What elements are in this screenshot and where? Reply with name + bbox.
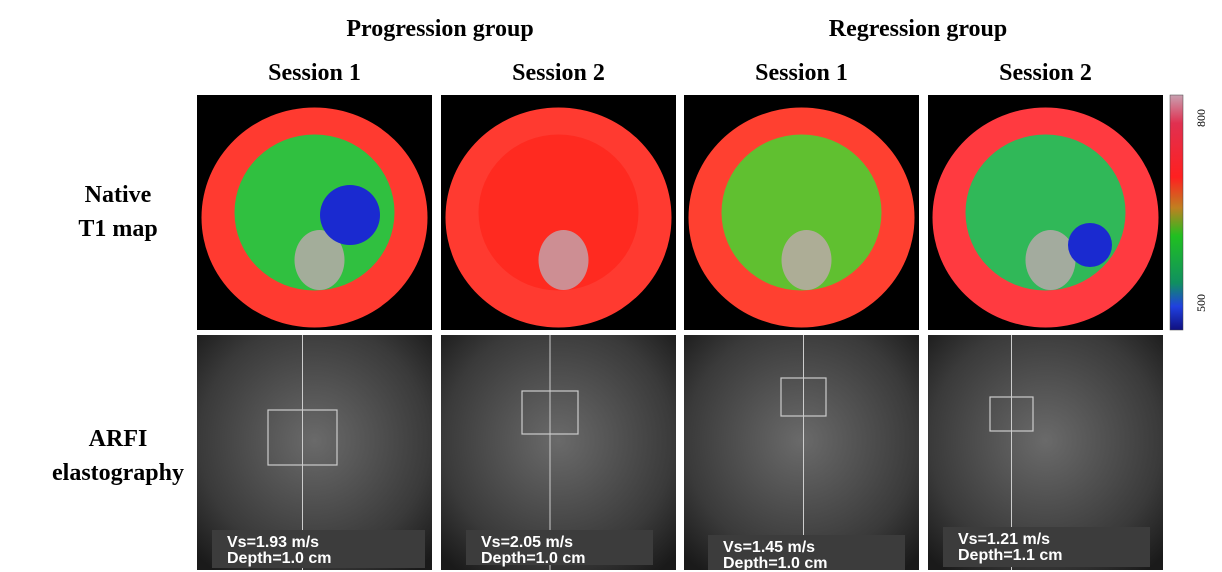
roi-box xyxy=(267,409,338,466)
measurement-box xyxy=(212,530,425,568)
measurement-box xyxy=(943,527,1150,567)
roi-box xyxy=(780,377,827,417)
colorbar-min-label: 500 xyxy=(1194,294,1208,312)
gray-patch xyxy=(294,230,345,290)
measurement-box xyxy=(708,535,905,570)
session-label: Session 1 xyxy=(268,60,361,86)
tissue-core xyxy=(721,134,882,291)
gray-patch xyxy=(1025,230,1076,290)
t1-map-image xyxy=(197,95,432,330)
shear-velocity: Vs=1.45 m/s xyxy=(723,539,815,556)
t1-map-image xyxy=(441,95,676,330)
colorbar xyxy=(1169,94,1184,331)
row-label: T1 map xyxy=(78,216,157,242)
group-title: Progression group xyxy=(346,16,533,42)
depth: Depth=1.1 cm xyxy=(958,547,1062,564)
t1-map-image xyxy=(928,95,1163,330)
row-label: ARFI xyxy=(89,426,148,452)
session-label: Session 2 xyxy=(512,60,605,86)
depth: Depth=1.0 cm xyxy=(723,555,827,572)
t1-map-image xyxy=(684,95,919,330)
blue-region xyxy=(1068,223,1112,267)
measurement-box xyxy=(466,530,653,565)
shear-velocity: Vs=1.21 m/s xyxy=(958,531,1050,548)
row-label: Native xyxy=(85,182,152,208)
tissue-core xyxy=(234,134,395,291)
gray-patch xyxy=(538,230,589,290)
shear-velocity: Vs=1.93 m/s xyxy=(227,534,319,551)
session-label: Session 1 xyxy=(755,60,848,86)
roi-box xyxy=(989,396,1034,432)
group-title: Regression group xyxy=(829,16,1007,42)
tissue-core xyxy=(478,134,639,291)
depth: Depth=1.0 cm xyxy=(227,550,331,567)
depth: Depth=1.0 cm xyxy=(481,550,585,567)
row-label: elastography xyxy=(52,460,184,486)
colorbar-max-label: 800 xyxy=(1194,109,1208,127)
blue-region xyxy=(320,185,380,245)
gray-patch xyxy=(781,230,832,290)
roi-box xyxy=(521,390,579,435)
shear-velocity: Vs=2.05 m/s xyxy=(481,534,573,551)
session-label: Session 2 xyxy=(999,60,1092,86)
image-background xyxy=(684,335,919,570)
